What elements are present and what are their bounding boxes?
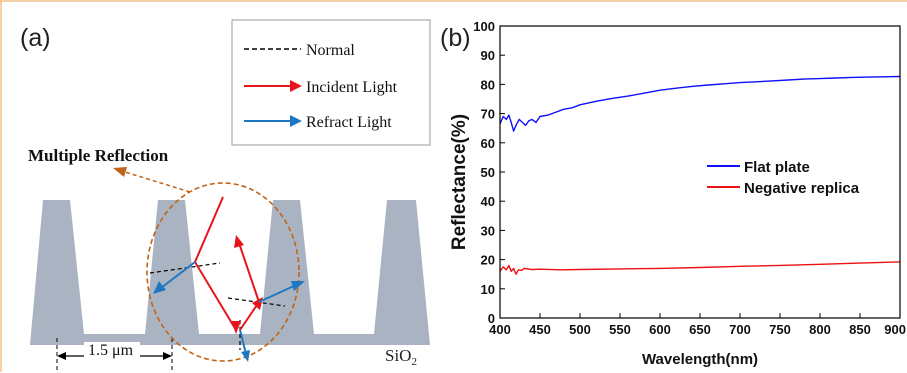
y-axis-ticks: 0 10 20 30 40 50 60 70 80 90 100 [473,19,505,326]
incident-ray-4 [238,242,260,303]
x-axis-ticks: 400 450 500 550 600 650 700 750 800 850 900 [489,313,906,337]
panel-b-label: (b) [440,24,471,52]
chart-legend: Flat plate Negative replica [707,159,860,197]
x-tick-label: 900 [884,322,906,337]
x-tick-label: 850 [849,322,871,337]
incident-legend-arrowhead [290,80,302,92]
y-tick-label: 0 [488,311,495,326]
annotation-pointer-arrowhead [113,167,127,177]
incident-ray-3-arrowhead [252,297,263,310]
y-tick-label: 100 [473,19,495,34]
grating-structure [30,200,430,345]
refract-ray-bottom-arrowhead [241,350,250,362]
refract-ray-bottom [239,329,247,355]
panel-a-legend-box [231,19,431,146]
multiple-reflection-label: Multiple Reflection [28,146,169,165]
legend-label-negative-replica: Negative replica [744,180,860,197]
incident-ray-2 [194,261,237,331]
y-tick-label: 90 [481,48,495,63]
x-tick-label: 500 [569,322,591,337]
normal-line-left [149,262,221,274]
legend-label-flat-plate: Flat plate [744,159,810,176]
y-tick-label: 70 [481,107,495,122]
reflection-region-ellipse [146,182,300,362]
panel-a: (a) Normal Incident Light Refract Light … [0,0,436,372]
y-tick-label: 40 [481,194,495,209]
x-tick-label: 550 [609,322,631,337]
x-tick-label: 650 [689,322,711,337]
dimension-right-arrowhead [163,352,172,360]
y-tick-label: 20 [481,253,495,268]
incident-ray-3 [239,301,260,331]
series-layer [499,75,901,275]
x-tick-label: 600 [649,322,671,337]
series-line-negative-replica [499,261,901,275]
x-tick-label: 400 [489,322,511,337]
x-tick-label: 800 [809,322,831,337]
dimension-label: 1.5 μm [88,342,134,359]
refract-ray-left [160,261,196,289]
y-tick-label: 80 [481,77,495,92]
series-line-flat-plate [499,75,901,132]
incident-ray-4-arrowhead [234,235,244,248]
incident-ray-1 [194,196,224,263]
plot-area [499,25,901,319]
legend-normal-label: Normal [306,42,355,59]
panel-b: (b) Reflectance(%) Wavelength(nm) 0 10 20 3… [436,0,907,368]
refract-ray-right [258,284,297,303]
substrate-label: SiO2 [385,346,417,368]
refract-legend-arrowhead [290,115,302,127]
x-tick-label: 750 [769,322,791,337]
dimension-left-arrowhead [57,352,66,360]
x-tick-label: 700 [729,322,751,337]
annotation-pointer-line [124,171,191,193]
refract-ray-left-arrowhead [153,281,166,294]
y-tick-label: 30 [481,223,495,238]
incident-ray-2-arrowhead [231,321,241,334]
x-axis-title: Wavelength(nm) [642,351,758,368]
refract-ray-right-arrowhead [291,281,305,291]
y-tick-label: 50 [481,165,495,180]
y-tick-label: 10 [481,282,495,297]
legend-refract-label: Refract Light [306,114,392,131]
dimension-label-bg [84,342,140,359]
y-axis-title: Reflectance(%) [449,114,470,250]
x-tick-label: 450 [529,322,551,337]
legend-incident-label: Incident Light [306,79,398,96]
ray-diagram [149,196,305,362]
panel-a-label: (a) [20,24,51,52]
y-tick-label: 60 [481,136,495,151]
